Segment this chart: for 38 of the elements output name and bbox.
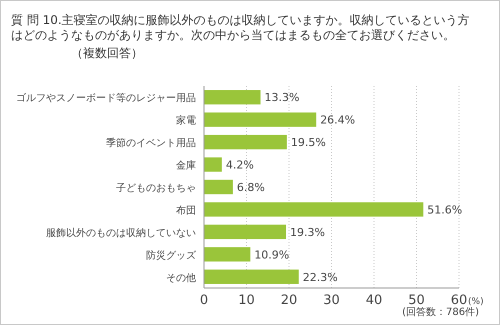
data-label: 13.3% [264, 91, 300, 104]
data-label: 19.3% [290, 226, 325, 239]
bar [204, 270, 299, 284]
x-tick-label: 40 [366, 293, 382, 308]
y-tick-label: 防災グッズ [146, 249, 197, 262]
x-tick-label: 20 [280, 293, 298, 308]
data-label: 4.2% [226, 158, 254, 172]
x-tick-label: 60 [450, 293, 468, 308]
bar [204, 224, 286, 240]
x-axis-title: (%) [468, 297, 484, 307]
data-label: 22.3% [302, 270, 338, 284]
data-label: 10.9% [254, 248, 290, 262]
y-tick-label: 家電 [176, 114, 196, 127]
x-tick-label: 10 [238, 293, 255, 308]
y-tick-label: 子どものおもちゃ [116, 183, 196, 194]
x-tick-label: 50 [408, 293, 425, 308]
data-label: 51.6% [427, 203, 462, 216]
y-tick-label: 布団 [176, 204, 196, 216]
bar [204, 180, 233, 194]
x-tick-label: 30 [323, 293, 340, 308]
chart-title: 質 問 10.主寝室の収納に服飾以外のものは収納していますか。収納しているという方はどのようなものがありますか。次の中から当てはまるもの全てお選びください。 [11, 13, 471, 43]
bar [204, 134, 287, 150]
data-label: 19.5% [290, 136, 326, 150]
x-tick-label: 0 [200, 293, 208, 308]
y-tick-label: その他 [166, 272, 196, 284]
bar [204, 157, 222, 172]
y-tick-label: 季節のイベント用品 [106, 137, 196, 150]
bar [204, 90, 261, 104]
y-tick-label: ゴルフやスノーボード等のレジャー用品 [16, 92, 196, 104]
text: (回答数：786件) [402, 306, 480, 318]
data-label: 6.8% [236, 181, 265, 194]
y-tick-label: 金庫 [176, 160, 196, 172]
bar [204, 112, 316, 127]
y-tick-label: 服飾以外のものは収納していない [46, 226, 196, 239]
bar [204, 202, 424, 217]
bar [204, 247, 250, 262]
data-label: 26.4% [320, 114, 356, 127]
text: （複数回答） [71, 45, 143, 62]
